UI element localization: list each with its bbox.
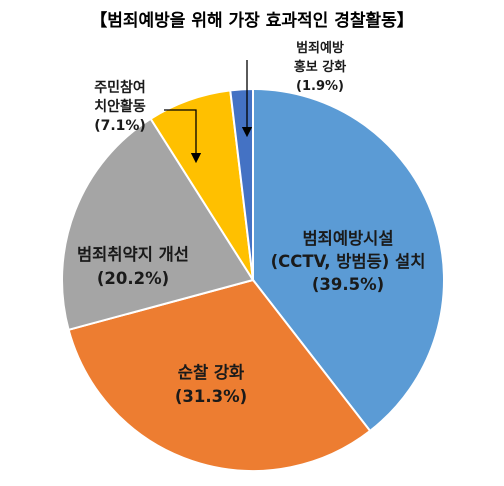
slice-label-line: 주민참여 — [94, 79, 146, 96]
pie-slice-1 — [252, 87, 445, 433]
slice-value-2: (31.3%) — [175, 387, 247, 406]
slice-label-line: 범죄예방 — [296, 40, 344, 56]
slice-label-line: 순찰 강화 — [178, 363, 244, 382]
pie-slice-3 — [61, 117, 255, 332]
slice-label-1: 범죄예방시설 (CCTV, 방범등) 설치 (39.5%) — [271, 229, 426, 294]
slice-label-line: 범죄예방시설 — [302, 229, 393, 248]
slice-value-4: (7.1%) — [94, 118, 146, 134]
slice-label-2: 순찰 강화 (31.3%) — [175, 363, 247, 406]
slice-label-line: 치안활동 — [94, 98, 146, 115]
slice-label-line: (CCTV, 방범등) 설치 — [271, 252, 426, 271]
slice-value-3: (20.2%) — [97, 269, 169, 288]
slice-label-3: 범죄취약지 개선 (20.2%) — [77, 244, 189, 288]
slice-label-line: 범죄취약지 개선 — [77, 244, 189, 264]
slice-value-1: (39.5%) — [312, 275, 384, 294]
chart-title: 【범죄예방을 위해 가장 효과적인 경찰활동】 — [90, 10, 414, 31]
slice-labels: 범죄예방시설 (CCTV, 방범등) 설치 (39.5%) 순찰 강화 (31.3%) 범… — [77, 40, 425, 406]
slice-value-5: (1.9%) — [296, 79, 344, 94]
leader-line-4 — [164, 109, 202, 164]
leader-lines — [164, 60, 253, 164]
slice-label-line: 홍보 강화 — [294, 59, 346, 75]
pie-slice-2 — [67, 278, 372, 472]
